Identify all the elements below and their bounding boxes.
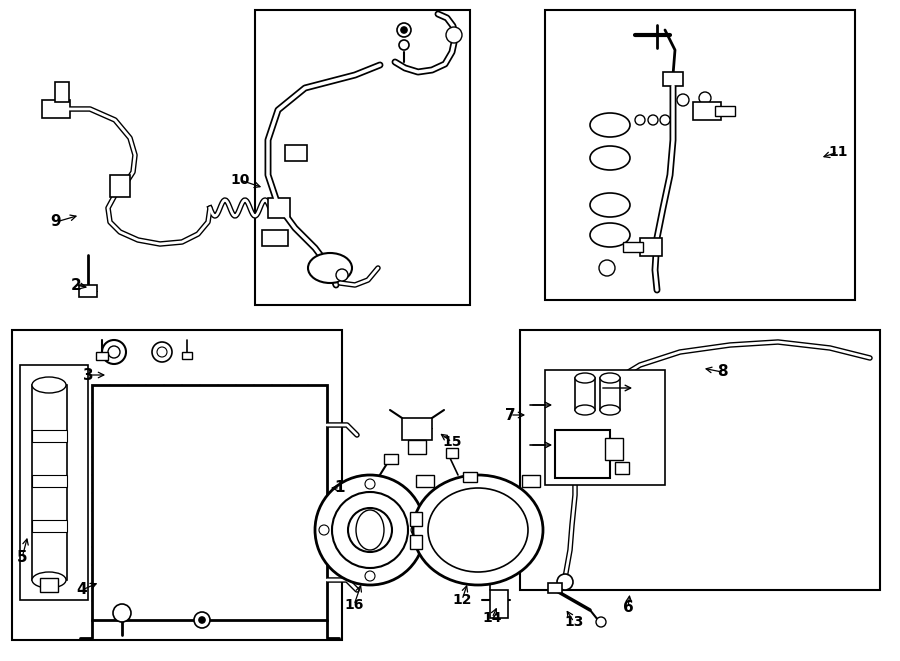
- Ellipse shape: [356, 510, 384, 550]
- Circle shape: [152, 342, 172, 362]
- Text: 3: 3: [83, 368, 94, 383]
- Bar: [545, 10, 855, 300]
- Text: 16: 16: [345, 598, 364, 612]
- Bar: [182, 352, 192, 359]
- Bar: [268, 198, 290, 218]
- Bar: [715, 106, 735, 116]
- Text: 13: 13: [564, 615, 584, 629]
- Bar: [408, 440, 426, 454]
- Circle shape: [365, 479, 375, 489]
- Circle shape: [648, 115, 658, 125]
- Ellipse shape: [413, 475, 543, 585]
- Bar: [410, 535, 422, 549]
- Bar: [663, 72, 683, 86]
- Bar: [575, 378, 595, 410]
- Ellipse shape: [590, 223, 630, 247]
- Bar: [520, 330, 880, 590]
- Text: 14: 14: [482, 611, 502, 625]
- Circle shape: [660, 115, 670, 125]
- Circle shape: [411, 525, 421, 535]
- Text: 2: 2: [70, 278, 81, 293]
- Ellipse shape: [575, 405, 595, 415]
- Bar: [32, 520, 67, 532]
- Bar: [384, 454, 398, 464]
- Circle shape: [102, 340, 126, 364]
- Bar: [110, 175, 130, 197]
- Bar: [548, 583, 562, 593]
- Bar: [79, 285, 97, 297]
- Bar: [555, 430, 610, 478]
- Circle shape: [635, 115, 645, 125]
- Bar: [12, 330, 342, 640]
- Bar: [490, 590, 508, 618]
- Bar: [55, 82, 69, 102]
- Circle shape: [319, 525, 329, 535]
- Circle shape: [365, 571, 375, 581]
- Circle shape: [699, 92, 711, 104]
- Circle shape: [557, 574, 573, 590]
- Text: 15: 15: [442, 435, 462, 449]
- Circle shape: [401, 27, 407, 33]
- Bar: [402, 418, 432, 440]
- Text: 5: 5: [17, 551, 27, 566]
- Bar: [545, 370, 665, 485]
- Text: 12: 12: [452, 593, 472, 607]
- Circle shape: [599, 260, 615, 276]
- Text: 4: 4: [76, 582, 87, 598]
- Circle shape: [332, 492, 408, 568]
- Circle shape: [108, 346, 120, 358]
- Ellipse shape: [590, 113, 630, 137]
- Ellipse shape: [600, 373, 620, 383]
- Bar: [693, 102, 721, 120]
- Circle shape: [157, 347, 167, 357]
- Ellipse shape: [600, 405, 620, 415]
- Ellipse shape: [575, 373, 595, 383]
- Ellipse shape: [32, 572, 66, 588]
- Text: 6: 6: [623, 600, 634, 615]
- Bar: [446, 448, 458, 458]
- Circle shape: [194, 612, 210, 628]
- Bar: [92, 385, 327, 620]
- Bar: [615, 462, 629, 474]
- Bar: [522, 475, 540, 487]
- Circle shape: [399, 40, 409, 50]
- Bar: [463, 472, 477, 482]
- Bar: [32, 430, 67, 442]
- Bar: [416, 475, 434, 487]
- Ellipse shape: [590, 146, 630, 170]
- Text: 10: 10: [230, 173, 249, 187]
- Circle shape: [677, 94, 689, 106]
- Bar: [42, 100, 70, 118]
- Bar: [255, 10, 470, 305]
- Circle shape: [348, 508, 392, 552]
- Bar: [40, 578, 58, 592]
- Ellipse shape: [428, 488, 528, 572]
- Bar: [96, 352, 108, 360]
- Circle shape: [397, 23, 411, 37]
- Circle shape: [446, 27, 462, 43]
- Text: 7: 7: [505, 407, 516, 422]
- Text: 8: 8: [716, 364, 727, 379]
- Bar: [600, 378, 620, 410]
- Ellipse shape: [590, 193, 630, 217]
- Bar: [32, 475, 67, 487]
- Bar: [410, 512, 422, 526]
- Circle shape: [596, 617, 606, 627]
- Bar: [20, 365, 88, 600]
- Bar: [285, 145, 307, 161]
- Bar: [623, 242, 643, 252]
- Circle shape: [315, 475, 425, 585]
- Circle shape: [336, 269, 348, 281]
- Bar: [640, 238, 662, 256]
- Ellipse shape: [32, 377, 66, 393]
- Circle shape: [199, 617, 205, 623]
- Ellipse shape: [308, 253, 352, 283]
- Bar: [605, 438, 623, 460]
- Text: 1: 1: [335, 481, 346, 496]
- Bar: [262, 230, 288, 246]
- Circle shape: [113, 604, 131, 622]
- Text: 11: 11: [828, 145, 848, 159]
- Bar: [32, 385, 67, 580]
- Text: 9: 9: [50, 215, 61, 229]
